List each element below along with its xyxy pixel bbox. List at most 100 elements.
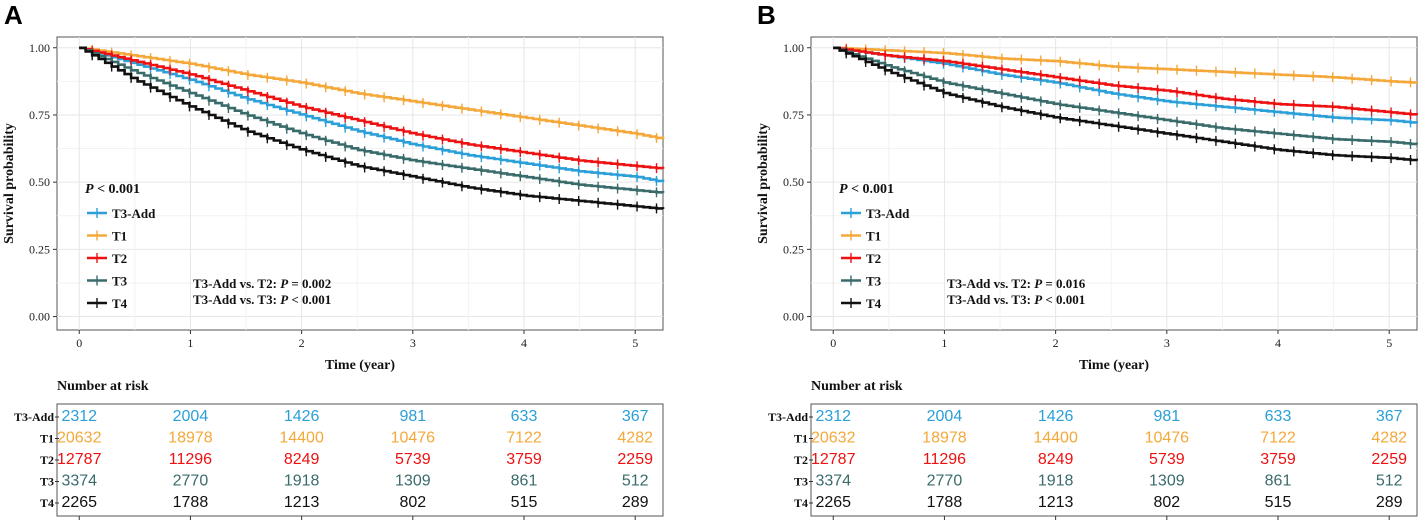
km-curve-t3 — [833, 46, 1418, 146]
km-curve-t3-add — [79, 46, 665, 183]
risk-value-t1: 7122 — [1260, 430, 1296, 447]
km-curve-t3 — [79, 46, 665, 194]
risk-value-t3-add: 1426 — [284, 408, 320, 425]
x-tick-label: 3 — [410, 336, 416, 350]
plot-area — [56, 36, 664, 331]
risk-row-label-t2: T2 — [794, 453, 808, 467]
p-value-label: P < 0.001 — [85, 182, 140, 197]
risk-value-t1: 14400 — [1033, 430, 1078, 447]
risk-value-t1: 10476 — [391, 430, 436, 447]
risk-value-t4: 1788 — [927, 494, 963, 511]
risk-table: Number at risk T3-Add 2312 2004 1426 981 633 36… — [768, 379, 1418, 520]
risk-value-t4: 2265 — [815, 494, 851, 511]
y-tick-label: 0.50 — [783, 175, 804, 189]
risk-value-t1: 10476 — [1145, 430, 1190, 447]
risk-value-t3: 861 — [1265, 473, 1292, 490]
comparison-annotation: T3-Add vs. T2: P = 0.002 — [193, 276, 331, 291]
legend-label-t4: T4 — [112, 296, 128, 311]
comparison-annotation-part: = 0.002 — [288, 276, 331, 291]
y-tick-label: 0.25 — [783, 242, 804, 256]
legend-label-t1: T1 — [112, 229, 127, 244]
panel-label: B — [757, 0, 776, 30]
km-panel-a: A 0.00 0.25 0.50 0.75 1.00 0 1 2 3 4 5 Time (year) Su… — [2, 0, 665, 520]
risk-value-t2: 8249 — [284, 451, 320, 468]
risk-value-t4: 1213 — [1038, 494, 1074, 511]
legend: P < 0.001 T3-Add T1 T2 T3 T4 — [85, 182, 156, 311]
risk-value-t3: 1918 — [284, 473, 320, 490]
legend: P < 0.001 T3-Add T1 T2 T3 T4 — [839, 182, 910, 311]
legend-label-t2: T2 — [866, 251, 881, 266]
x-tick-label: 2 — [299, 336, 305, 350]
y-axis-title: Survival probability — [756, 123, 771, 244]
series-group — [833, 43, 1418, 166]
legend-label-t3: T3 — [112, 274, 128, 289]
km-curve-t2 — [79, 46, 665, 170]
comparison-annotation-part: T3-Add vs. T2: — [193, 276, 280, 291]
risk-row-label-t4: T4 — [794, 496, 808, 510]
risk-table-title: Number at risk — [811, 379, 903, 394]
x-axis-title: Time (year) — [325, 358, 395, 373]
y-tick-label: 0.50 — [29, 175, 50, 189]
km-curve-t3-add — [833, 46, 1418, 124]
comparison-annotation-part: T3-Add vs. T2: — [947, 276, 1034, 291]
risk-value-t3-add: 981 — [1153, 408, 1180, 425]
risk-table-frame — [810, 403, 1418, 517]
risk-value-t4: 1788 — [173, 494, 209, 511]
legend-label-t1: T1 — [866, 229, 881, 244]
comparison-annotation: T3-Add vs. T3: P < 0.001 — [193, 292, 331, 307]
comparison-annotation: T3-Add vs. T2: P = 0.016 — [947, 276, 1086, 291]
legend-label-t2: T2 — [112, 251, 127, 266]
risk-value-t1: 20632 — [57, 430, 102, 447]
legend-label-t3-add: T3-Add — [112, 206, 156, 221]
p-value-label-part: < 0.001 — [848, 182, 894, 197]
y-axis-title: Survival probability — [2, 123, 17, 244]
risk-value-t3: 512 — [1376, 473, 1403, 490]
risk-value-t2: 8249 — [1038, 451, 1074, 468]
legend-label-t4: T4 — [866, 296, 882, 311]
risk-value-t3-add: 367 — [1376, 408, 1403, 425]
comparison-annotation-part: T3-Add vs. T3: — [947, 292, 1034, 307]
risk-value-t3-add: 2004 — [173, 408, 209, 425]
km-curve-t4 — [79, 46, 665, 210]
x-tick-label: 4 — [1275, 336, 1281, 350]
risk-value-t1: 4282 — [617, 430, 653, 447]
risk-value-t2: 5739 — [1149, 451, 1185, 468]
risk-value-t1: 14400 — [279, 430, 324, 447]
risk-value-t3: 1918 — [1038, 473, 1074, 490]
risk-value-t2: 11296 — [169, 451, 212, 468]
comparison-annotation-part: = 0.016 — [1042, 276, 1086, 291]
y-tick-label: 0.75 — [783, 108, 804, 122]
risk-value-t2: 2259 — [617, 451, 653, 468]
p-value-label-part: P — [85, 182, 94, 197]
risk-value-t2: 3759 — [1260, 451, 1296, 468]
series-group — [79, 44, 665, 214]
comparison-annotation-part: T3-Add vs. T3: — [193, 292, 280, 307]
risk-row-label-t1: T1 — [40, 432, 54, 446]
risk-row-label-t2: T2 — [40, 453, 54, 467]
risk-row-label-t3-add: T3-Add — [768, 410, 808, 424]
risk-value-t3-add: 2312 — [61, 408, 97, 425]
comparison-annotation-part: P — [1034, 276, 1043, 291]
comparison-annotation: T3-Add vs. T3: P < 0.001 — [947, 292, 1085, 307]
risk-value-t1: 7122 — [506, 430, 542, 447]
risk-value-t2: 3759 — [506, 451, 542, 468]
legend-label-t3: T3 — [866, 274, 882, 289]
risk-value-t3: 512 — [622, 473, 649, 490]
x-tick-label: 4 — [521, 336, 527, 350]
risk-row-label-t3: T3 — [40, 475, 54, 489]
y-tick-label: 0.75 — [29, 108, 50, 122]
risk-value-t2: 2259 — [1371, 451, 1407, 468]
risk-row-label-t4: T4 — [40, 496, 54, 510]
y-tick-label: 0.25 — [29, 242, 50, 256]
y-tick-label: 0.00 — [783, 310, 804, 324]
p-value-label-part: < 0.001 — [94, 182, 140, 197]
y-tick-label: 1.00 — [783, 41, 804, 55]
risk-value-t3-add: 2004 — [927, 408, 963, 425]
x-tick-label: 1 — [187, 336, 193, 350]
risk-row-label-t1: T1 — [794, 432, 808, 446]
risk-table-frame — [56, 403, 664, 517]
risk-value-t2: 11296 — [923, 451, 966, 468]
x-tick-label: 1 — [941, 336, 947, 350]
km-curve-t1 — [79, 46, 665, 140]
risk-value-t3-add: 1426 — [1038, 408, 1074, 425]
